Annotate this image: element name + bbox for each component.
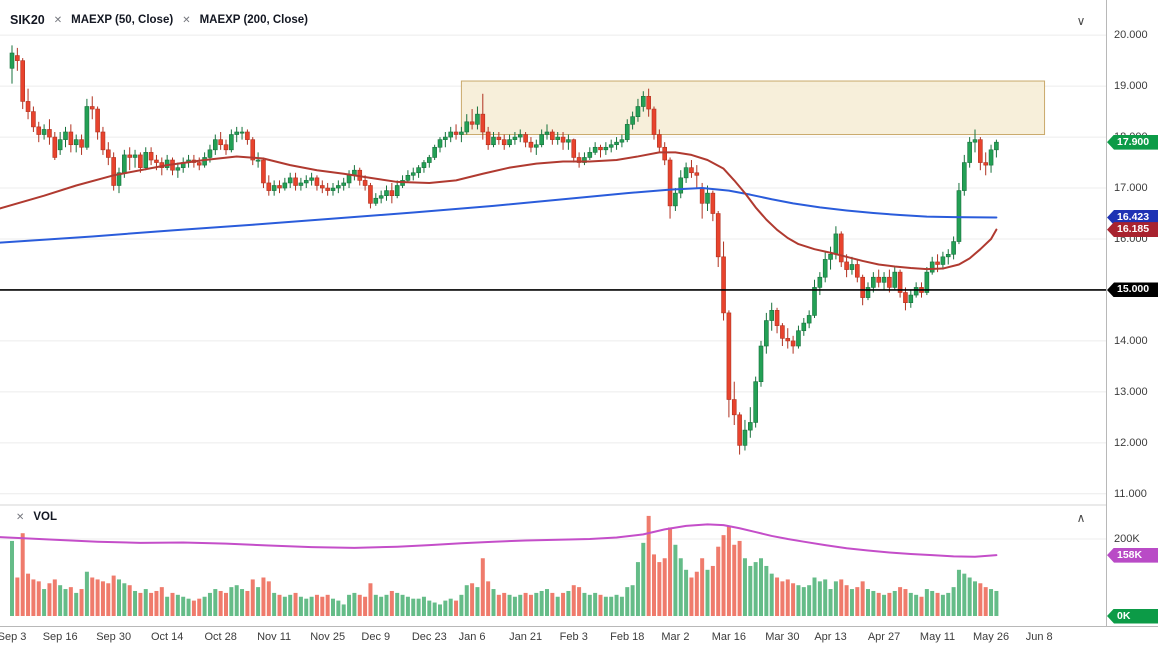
date-tick-label: Dec 9 — [361, 631, 391, 643]
volume-legend: ✕ VOL — [15, 511, 57, 523]
date-tick-label: Mar 16 — [711, 631, 747, 643]
time-axis[interactable]: Sep 3 Sep 16 Sep 30 Oct 14 Oct 28 Nov 11 Nov 2… — [0, 626, 1158, 648]
indicator-ma50-label: MAEXP (50, Close) — [71, 14, 174, 26]
date-tick-label: Apr 13 — [814, 631, 847, 643]
date-tick-label: Feb 3 — [559, 631, 588, 643]
close-icon[interactable]: ✕ — [182, 14, 191, 26]
volume-pane-label: VOL — [33, 511, 58, 523]
date-tick-label: Dec 23 — [411, 631, 447, 643]
price-tick-label: 17.000 — [1114, 182, 1148, 195]
date-tick-label: Nov 25 — [310, 631, 346, 643]
volume-tick-label: 200K — [1114, 533, 1140, 545]
price-tick-label: 20.000 — [1114, 29, 1148, 42]
ma200-value-badge: 16.423 — [1107, 209, 1158, 225]
price-tick-label: 14.000 — [1114, 334, 1148, 347]
indicator-ma200-label: MAEXP (200, Close) — [199, 14, 309, 26]
date-tick-label: Jan 21 — [509, 631, 543, 643]
date-tick-label: Oct 28 — [204, 631, 237, 643]
price-axis[interactable]: 20.00019.00018.00017.00016.00015.00014.0… — [1106, 0, 1158, 626]
date-tick-label: Mar 2 — [661, 631, 690, 643]
main-legend: SIK20 ✕ MAEXP (50, Close) ✕ MAEXP (200, … — [10, 13, 308, 27]
date-tick-label: Sep 3 — [0, 631, 27, 643]
date-tick-label: Jan 6 — [458, 631, 486, 643]
date-tick-label: Feb 18 — [610, 631, 645, 643]
close-icon[interactable]: ✕ — [53, 14, 63, 26]
date-tick-label: Oct 14 — [150, 631, 184, 643]
last-price-badge: 17.900 — [1107, 134, 1158, 150]
close-icon[interactable]: ✕ — [16, 511, 25, 523]
chevron-up-icon[interactable]: ∧ — [1076, 511, 1086, 525]
volume-last-badge: 0K — [1107, 608, 1158, 624]
date-tick-label: Apr 27 — [867, 631, 901, 643]
date-tick-label: Sep 30 — [96, 631, 132, 643]
date-tick-label: Nov 11 — [257, 631, 292, 643]
volume-ma-badge: 158K — [1107, 547, 1158, 563]
date-tick-label: May 26 — [973, 631, 1010, 643]
date-tick-label: Sep 16 — [42, 631, 78, 643]
level-line-badge: 15.000 — [1107, 282, 1158, 298]
symbol-label: SIK20 — [10, 13, 45, 27]
date-tick-label: Mar 30 — [765, 631, 800, 643]
price-tick-label: 11.000 — [1114, 487, 1147, 500]
chevron-down-icon[interactable]: ∨ — [1076, 14, 1086, 28]
price-tick-label: 19.000 — [1114, 80, 1148, 93]
ma50-value-badge: 16.185 — [1107, 222, 1158, 238]
date-tick-label: Jun 8 — [1025, 631, 1053, 643]
date-tick-label: May 11 — [919, 631, 956, 643]
price-tick-label: 13.000 — [1114, 385, 1148, 398]
price-tick-label: 12.000 — [1114, 436, 1148, 449]
